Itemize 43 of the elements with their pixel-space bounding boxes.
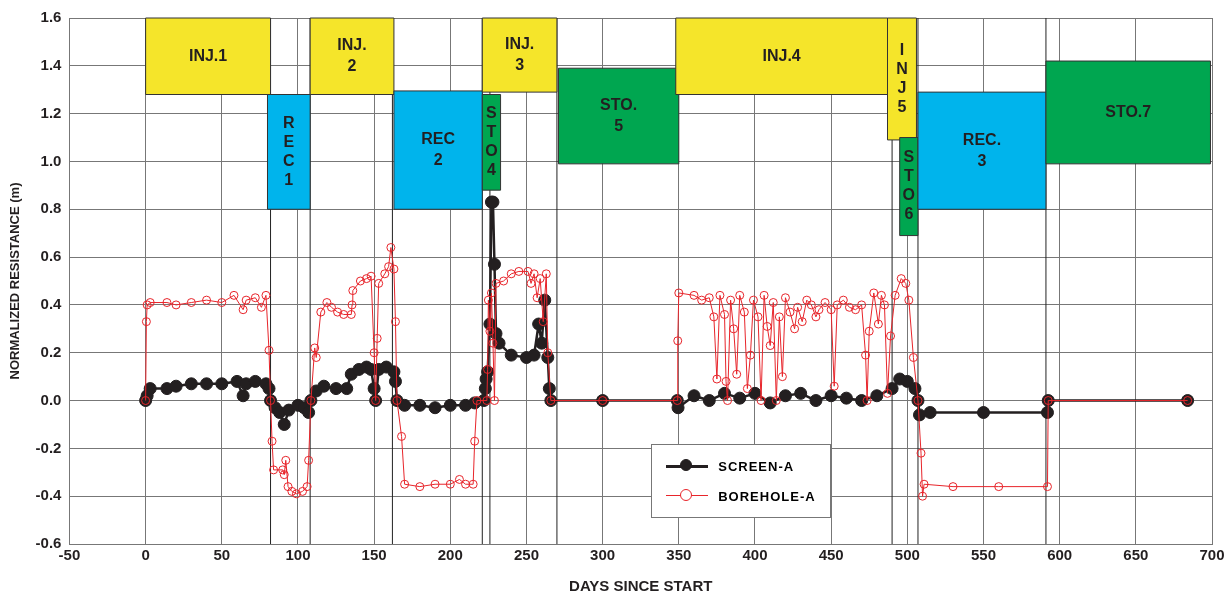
y-tick-label: -0.2 bbox=[35, 438, 62, 456]
band-label: REC 2 bbox=[421, 130, 456, 168]
x-tick-label: 650 bbox=[1123, 546, 1149, 564]
band-label: STO6 bbox=[902, 148, 916, 223]
band-label: STO4 bbox=[485, 104, 498, 179]
y-tick-label: 0.6 bbox=[40, 247, 62, 265]
band-label: INJ5 bbox=[896, 40, 908, 115]
y-tick-label: 0.0 bbox=[40, 390, 62, 408]
band-label: STO.7 bbox=[1105, 102, 1152, 120]
band-label: REC. 3 bbox=[962, 130, 1002, 169]
legend-label: SCREEN-A bbox=[718, 458, 795, 474]
x-tick-label: 0 bbox=[141, 546, 150, 564]
y-tick-label: -0.4 bbox=[35, 486, 63, 504]
band-label: INJ.1 bbox=[188, 46, 228, 64]
x-tick-label: 200 bbox=[437, 546, 463, 564]
y-tick-label: 1.2 bbox=[40, 103, 62, 121]
y-tick-label: 0.4 bbox=[40, 295, 63, 313]
x-tick-label: 350 bbox=[666, 546, 692, 564]
x-tick-label: 50 bbox=[213, 546, 231, 564]
x-tick-label: 550 bbox=[970, 546, 997, 564]
x-tick-label: 300 bbox=[590, 546, 616, 564]
y-tick-label: 1.6 bbox=[40, 8, 62, 26]
y-tick-label: 1.4 bbox=[40, 55, 63, 73]
y-tick-label: -0.6 bbox=[35, 534, 62, 552]
y-tick-label: 1.0 bbox=[40, 151, 62, 169]
y-axis-title: NORMALIZED RESISTANCE (m) bbox=[7, 182, 23, 380]
x-tick-label: 450 bbox=[818, 546, 844, 564]
band-label: INJ. 3 bbox=[504, 34, 535, 73]
x-tick-label: 600 bbox=[1047, 546, 1073, 564]
band-label: INJ.4 bbox=[762, 46, 801, 64]
band-label: STO. 5 bbox=[600, 95, 638, 134]
y-tick-label: 0.8 bbox=[40, 199, 62, 217]
x-tick-label: 100 bbox=[285, 546, 311, 564]
x-tick-label: 700 bbox=[1199, 546, 1225, 564]
x-axis-title: DAYS SINCE START bbox=[569, 577, 713, 595]
y-tick-label: 0.2 bbox=[40, 342, 62, 360]
x-tick-label: 500 bbox=[894, 546, 920, 564]
x-tick-label: 250 bbox=[513, 546, 539, 564]
legend-label: BOREHOLE-A bbox=[718, 488, 816, 504]
band-label: INJ. 2 bbox=[337, 36, 367, 75]
band-label: REC1 bbox=[283, 113, 296, 188]
x-tick-label: 150 bbox=[361, 546, 387, 564]
x-tick-label: 400 bbox=[742, 546, 768, 564]
